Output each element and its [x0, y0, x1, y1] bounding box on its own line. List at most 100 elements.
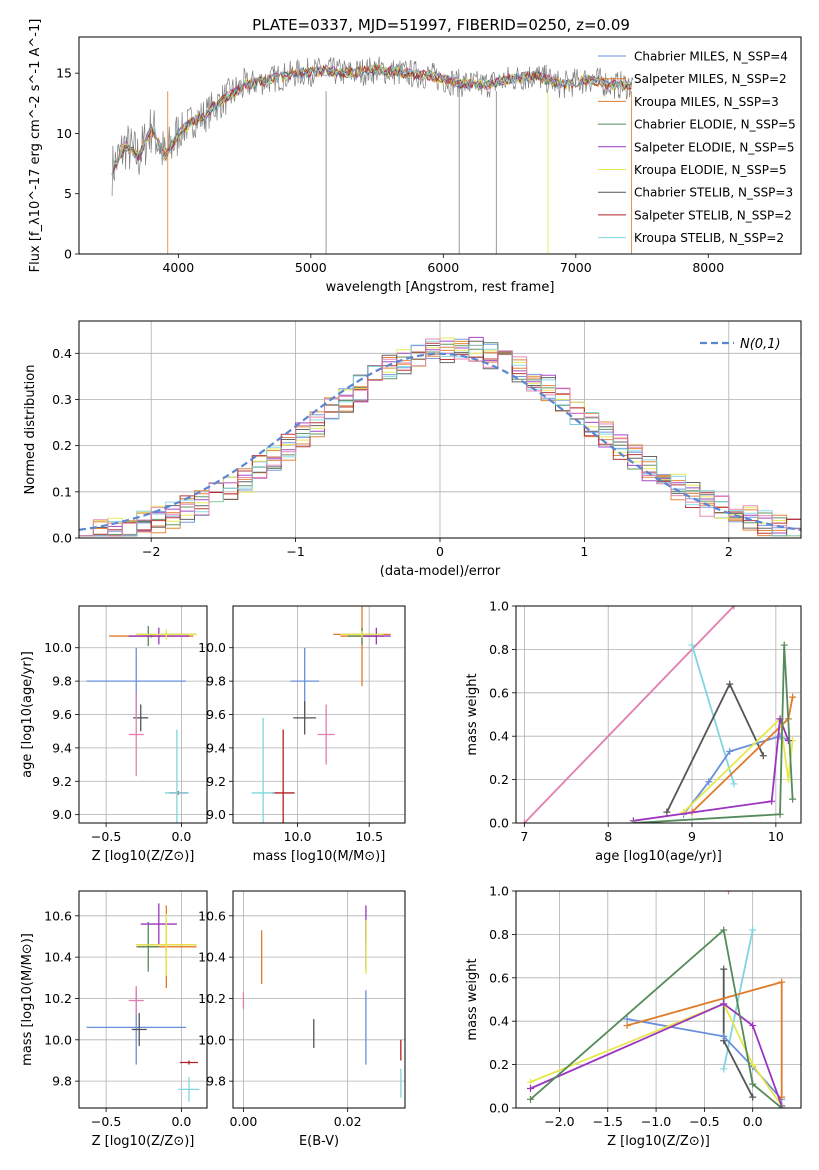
mass-weight-line-chab_elodie [633, 645, 794, 823]
axes-frame [78, 36, 802, 255]
x-tick-label: −0.5 [689, 1114, 719, 1129]
y-tick-label: 9.4 [206, 740, 226, 755]
mass-weight-marker [749, 926, 757, 934]
y-tick-label: 0.1 [52, 484, 72, 499]
mass-weight-line-pink [523, 606, 735, 823]
mass-weight-line-salp_elodie [633, 718, 790, 822]
plot-area [233, 606, 405, 823]
mass-weight-marker [720, 1032, 728, 1040]
x-axis-label: E(B-V) [299, 1134, 339, 1149]
legend-entry: N(0,1) [740, 337, 781, 352]
y-tick-label: 10.6 [198, 908, 226, 923]
x-tick-label: −0.5 [91, 829, 121, 844]
mass-weight-marker [749, 1022, 757, 1030]
x-tick-label: −1 [286, 544, 304, 559]
y-tick-label: 0.0 [489, 816, 509, 831]
spectrum-panel: 4000 5000 6000 7000 8000 0 5 10 15 wavelength [An… [28, 19, 802, 295]
chart-title: PLATE=0337, MJD=51997, FIBERID=0250, z=0… [252, 16, 630, 34]
mass-weight-marker [726, 680, 734, 688]
axes-frame [232, 605, 406, 824]
y-tick-label: 9.8 [52, 674, 72, 689]
y-tick-label: 10 [56, 126, 72, 141]
y-tick-label: 9.2 [52, 774, 72, 789]
legend-entry: Salpeter MILES, N_SSP=2 [634, 72, 787, 86]
y-tick-label: 5 [64, 186, 72, 201]
legend-entry: Chabrier STELIB, N_SSP=3 [634, 186, 793, 200]
y-tick-label: 10.0 [198, 1032, 226, 1047]
x-tick-label: −2 [142, 544, 160, 559]
mass-weight-marker [520, 819, 528, 823]
legend-entry: Kroupa STELIB, N_SSP=2 [634, 231, 784, 245]
y-tick-label: 9.6 [52, 707, 72, 722]
x-axis-label: mass [log10(M/M⊙)] [253, 849, 386, 864]
x-tick-label: 10 [768, 829, 784, 844]
y-tick-label: 0 [64, 247, 72, 262]
y-tick-label: 10.6 [44, 908, 72, 923]
y-tick-label: 0.8 [489, 642, 509, 657]
y-tick-label: 0.2 [489, 1057, 509, 1072]
axes-frame [78, 320, 802, 539]
mass-weight-marker [730, 780, 738, 788]
y-axis-label: mass weight [465, 958, 480, 1040]
x-tick-label: 6000 [427, 260, 459, 275]
x-axis-label: (data-model)/error [380, 564, 501, 579]
x-tick-label: 1 [580, 544, 588, 559]
gaussian-curve [79, 352, 801, 531]
plot-area [111, 56, 634, 254]
x-axis-label: Z [log10(Z/Z⊙)] [92, 1134, 195, 1149]
x-tick-label: 0.0 [171, 829, 191, 844]
x-tick-label: 9 [688, 829, 696, 844]
model-line-krou_stelib [111, 64, 632, 176]
axes-frame [515, 890, 802, 1109]
mass-weight-marker [789, 795, 797, 803]
x-tick-label: 0.0 [171, 1114, 191, 1129]
x-axis-label: Z [log10(Z/Z⊙)] [92, 849, 195, 864]
y-tick-label: 9.8 [206, 674, 226, 689]
y-tick-label: 0.2 [52, 438, 72, 453]
x-tick-label: 7 [520, 829, 528, 844]
x-tick-label: −0.5 [91, 1114, 121, 1129]
x-tick-label: 2 [725, 544, 733, 559]
y-tick-label: 9.0 [206, 807, 226, 822]
plot-area [79, 606, 207, 823]
x-tick-label: 7000 [560, 260, 592, 275]
mass-weight-marker [725, 891, 733, 895]
residual-panel: −2 −1 0 1 2 0.0 0.1 0.2 0.3 0.4 (data-model)/error… [23, 320, 802, 579]
massweight-vs-age-panel: 7 8 9 10 0.0 0.2 0.4 0.6 0.8 1.0 age [log10(age/yr… [465, 599, 802, 864]
mass-weight-line-chab_elodie [529, 928, 783, 1108]
mass-weight-marker [623, 1022, 631, 1030]
mass-weight-marker [720, 965, 728, 973]
plot-area [516, 891, 801, 1108]
x-tick-label: 0 [436, 544, 444, 559]
y-tick-label: 10.0 [44, 640, 72, 655]
mass-weight-line-krou_elodie [530, 1002, 783, 1107]
mass-weight-line-chab_miles [626, 1018, 783, 1100]
mass-weight-marker [688, 641, 696, 649]
y-tick-label: 9.8 [206, 1074, 226, 1089]
y-tick-label: 9.2 [206, 774, 226, 789]
mass-weight-marker [720, 1000, 728, 1008]
mass-weight-marker [780, 641, 788, 649]
mass-weight-marker [526, 1095, 534, 1103]
y-tick-label: 0.8 [489, 927, 509, 942]
y-axis-label: mass weight [465, 673, 480, 755]
axes-frame [515, 605, 802, 824]
mass-weight-marker [768, 797, 776, 805]
legend-entry: Chabrier ELODIE, N_SSP=5 [634, 118, 796, 132]
y-axis-label: mass [log10(M/M⊙)] [20, 933, 35, 1066]
mass-weight-marker [749, 1080, 757, 1088]
x-tick-label: −2.0 [544, 1114, 574, 1129]
mass-weight-marker [663, 808, 671, 816]
legend-entry: Salpeter ELODIE, N_SSP=5 [634, 140, 795, 154]
x-tick-label: −1.5 [593, 1114, 623, 1129]
legend-entry: Salpeter STELIB, N_SSP=2 [634, 208, 792, 222]
mass-weight-line-salp_elodie [530, 1002, 783, 1107]
y-tick-label: 10.2 [44, 991, 72, 1006]
plot-area [79, 321, 801, 538]
mass-weight-line-krou_stelib [691, 644, 735, 785]
mass-weight-marker [776, 810, 784, 818]
massweight-vs-z-panel: −2.0 −1.5 −1.0 −0.5 0.0 0.0 0.2 0.4 0.6 0.8 1.0 Z [… [465, 884, 802, 1149]
mass-weight-marker [778, 1104, 786, 1108]
y-axis-label: age [log10(age/yr)] [20, 651, 35, 778]
